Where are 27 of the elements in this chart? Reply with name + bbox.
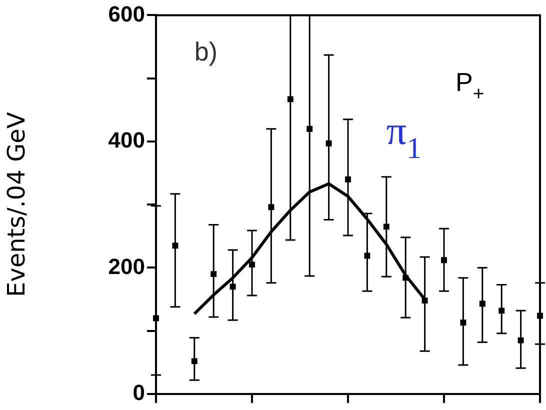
annotation: P+ bbox=[456, 66, 484, 106]
point bbox=[326, 140, 332, 146]
point bbox=[402, 274, 409, 281]
point bbox=[230, 284, 236, 290]
y-tick-label: 200 bbox=[108, 254, 145, 279]
point bbox=[210, 271, 217, 278]
y-tick-label: 400 bbox=[108, 128, 145, 153]
point bbox=[460, 320, 466, 326]
point bbox=[498, 308, 505, 314]
point bbox=[306, 126, 313, 132]
point bbox=[422, 298, 428, 304]
annotation: b) bbox=[194, 36, 218, 67]
point bbox=[364, 252, 370, 259]
point bbox=[249, 262, 255, 268]
point bbox=[153, 315, 159, 322]
point bbox=[191, 358, 198, 364]
point bbox=[345, 176, 351, 182]
point bbox=[518, 337, 524, 344]
point bbox=[268, 204, 274, 210]
y-tick-label: 0 bbox=[132, 380, 145, 406]
point bbox=[287, 96, 294, 102]
point bbox=[383, 224, 390, 230]
y-axis-title: Events/.04 GeV bbox=[2, 112, 31, 298]
point bbox=[479, 300, 486, 307]
y-tick-label: 600 bbox=[108, 1, 145, 26]
point bbox=[441, 257, 447, 264]
point bbox=[172, 242, 178, 249]
